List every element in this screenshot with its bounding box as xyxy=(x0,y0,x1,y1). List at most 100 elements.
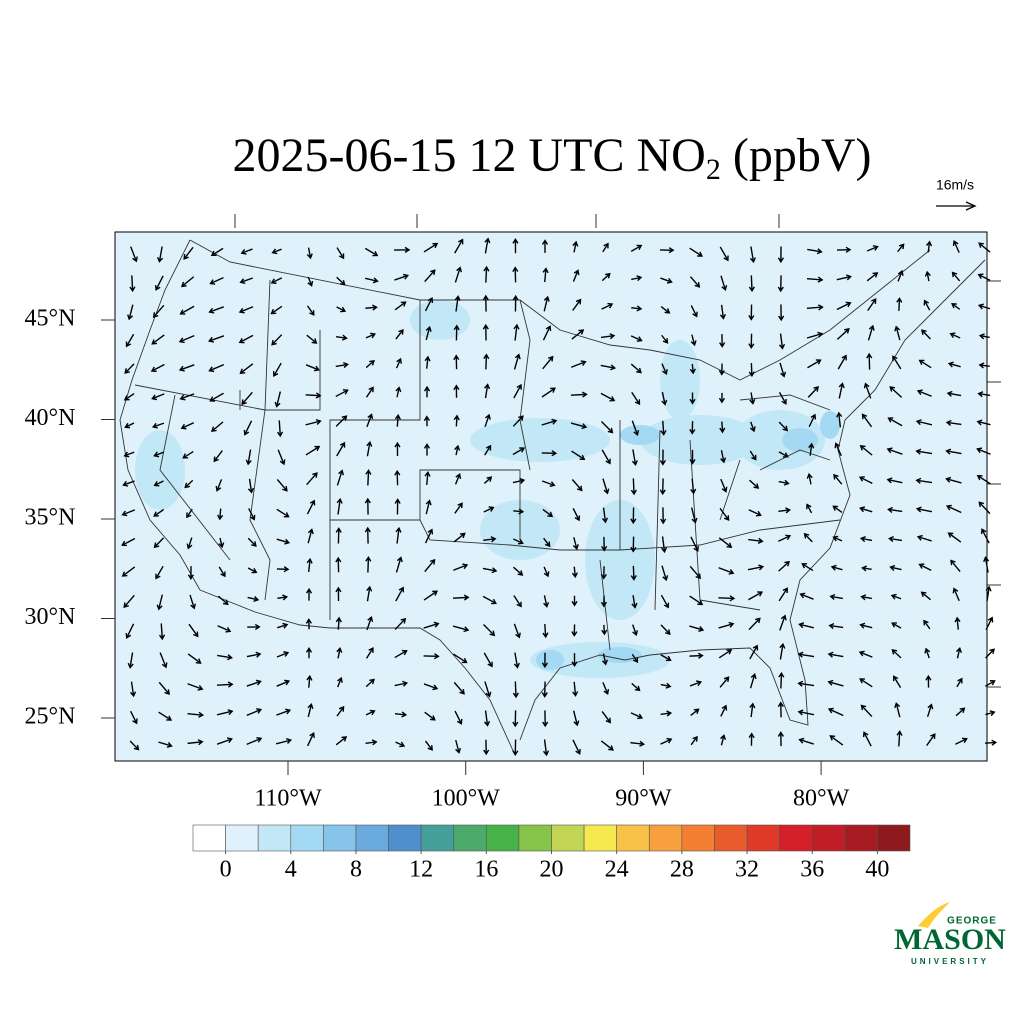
wind-arrow xyxy=(600,566,607,580)
wind-arrow xyxy=(661,334,669,344)
wind-arrow xyxy=(453,324,460,341)
colorbar-label: 20 xyxy=(540,857,564,883)
wind-arrow xyxy=(512,294,519,312)
wind-arrow xyxy=(246,736,263,746)
wind-arrow xyxy=(718,567,735,575)
wind-arrow xyxy=(335,361,349,369)
wind-arrow xyxy=(836,246,852,253)
wind-arrow xyxy=(631,420,640,437)
wind-arrow xyxy=(977,391,991,398)
wind-arrow xyxy=(897,269,904,282)
wind-arrow xyxy=(454,710,463,725)
wind-arrow xyxy=(208,306,225,314)
wind-arrow xyxy=(630,507,637,525)
wind-arrow xyxy=(180,276,195,288)
wind-arrow xyxy=(484,444,492,456)
wind-arrow xyxy=(977,303,991,310)
wind-arrow xyxy=(158,681,170,695)
wind-arrow xyxy=(858,476,873,485)
wind-arrow xyxy=(571,479,583,492)
wind-arrow xyxy=(571,329,585,340)
wind-arrow xyxy=(512,566,524,576)
wind-arrow xyxy=(215,479,223,492)
wind-arrow xyxy=(861,565,872,572)
wind-arrow xyxy=(690,735,698,746)
wind-arrow xyxy=(947,361,961,368)
wind-arrow xyxy=(513,323,520,341)
colorbar-box xyxy=(388,824,422,852)
wind-arrow xyxy=(924,647,931,659)
wind-arrow xyxy=(690,708,700,716)
wind-arrow xyxy=(151,334,165,345)
wind-arrow xyxy=(803,532,813,543)
wind-arrow xyxy=(217,654,233,661)
wind-arrow xyxy=(270,305,283,315)
wind-arrow xyxy=(153,480,164,487)
colorbar-box xyxy=(877,824,911,852)
wind-arrow xyxy=(571,624,578,637)
wind-arrow xyxy=(365,709,376,716)
wind-arrow xyxy=(453,532,466,543)
wind-arrow xyxy=(513,538,524,545)
wind-arrow xyxy=(915,419,933,426)
wind-arrow xyxy=(660,682,672,689)
wind-arrow xyxy=(395,328,404,340)
wind-arrow xyxy=(365,360,375,369)
wind-arrow xyxy=(186,537,193,550)
wind-arrow xyxy=(454,295,461,312)
wind-arrow xyxy=(217,625,232,633)
wind-arrow xyxy=(889,564,902,571)
wind-arrow xyxy=(748,537,764,544)
wind-arrow xyxy=(394,469,401,486)
wind-arrow xyxy=(123,451,135,458)
wind-arrow xyxy=(689,276,701,288)
wind-arrow xyxy=(862,731,872,747)
wind-arrow xyxy=(335,389,349,398)
wind-arrow xyxy=(157,246,164,263)
wind-key-arrow xyxy=(936,201,977,211)
wind-arrow xyxy=(954,616,961,630)
colorbar-label: 4 xyxy=(285,857,297,883)
wind-arrow xyxy=(513,508,525,515)
wind-arrow xyxy=(798,622,814,629)
wind-arrow xyxy=(247,623,261,631)
wind-arrow xyxy=(336,441,346,457)
wind-arrow xyxy=(336,469,344,486)
wind-arrow xyxy=(749,479,760,489)
wind-arrow xyxy=(859,506,873,513)
wind-arrow xyxy=(277,594,289,601)
wind-arrow xyxy=(888,536,903,543)
wind-arrow xyxy=(276,478,288,492)
wind-arrow xyxy=(394,246,411,253)
wind-arrow xyxy=(955,737,968,745)
colorbar-box xyxy=(257,824,292,852)
wind-arrow xyxy=(630,363,642,374)
wind-arrow xyxy=(749,246,756,264)
wind-arrow xyxy=(571,653,578,668)
wind-arrow xyxy=(600,420,614,434)
wind-arrow xyxy=(394,441,401,456)
map-axes: 45°N 40°N 35°N 30°N 25°N 110°W 100°W 90°W 80°W xyxy=(25,306,850,812)
wind-arrow xyxy=(208,363,225,373)
wind-arrow xyxy=(949,332,961,339)
wind-arrow xyxy=(799,592,814,600)
wind-arrow xyxy=(335,556,342,573)
wind-arrow xyxy=(306,731,315,747)
wind-arrow xyxy=(601,624,608,636)
wind-arrow xyxy=(306,334,318,344)
wind-arrow xyxy=(690,507,698,524)
wind-arrow xyxy=(951,271,961,282)
wind-arrow xyxy=(886,447,903,455)
wind-arrow xyxy=(946,390,962,397)
wind-arrow xyxy=(601,653,608,666)
wind-arrow xyxy=(216,737,233,745)
wind-arrow xyxy=(978,362,990,369)
wind-arrow xyxy=(806,304,824,311)
wind-arrow xyxy=(423,385,431,398)
wind-arrow xyxy=(179,393,195,401)
wind-arrow xyxy=(915,448,933,455)
wind-arrow xyxy=(241,391,253,406)
wind-arrow xyxy=(125,623,135,639)
wind-arrow xyxy=(836,411,843,428)
wind-arrow xyxy=(152,304,165,318)
